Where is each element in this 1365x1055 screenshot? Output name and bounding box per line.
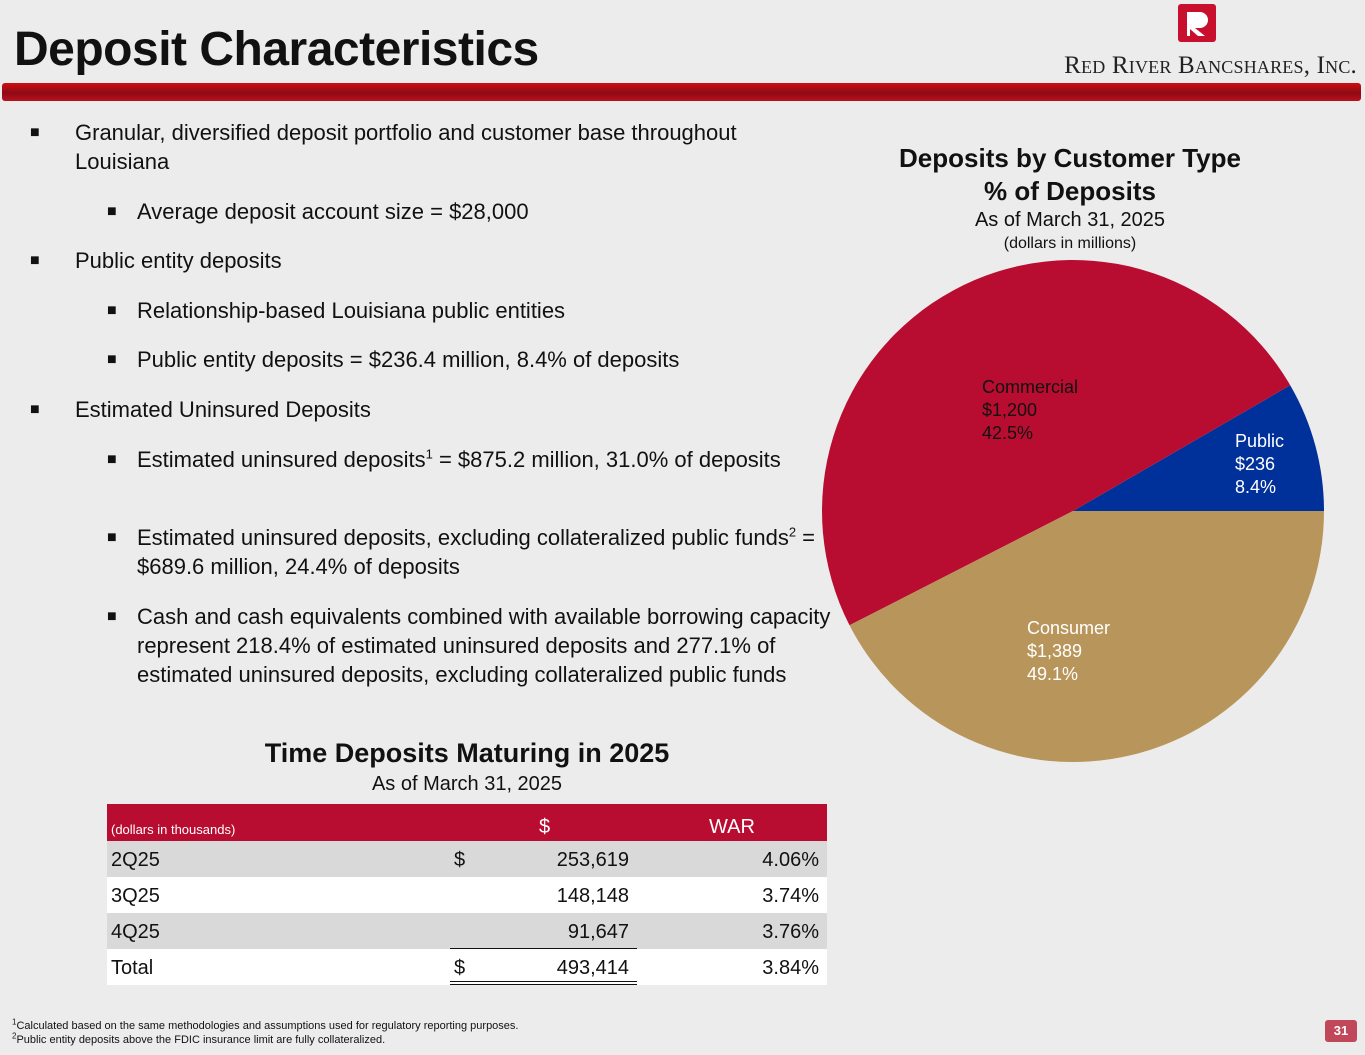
bullet-square-icon: ■ <box>107 203 117 220</box>
header-units: (dollars in thousands) <box>111 822 236 837</box>
company-name: Red River Bancshares, Inc. <box>1064 52 1357 79</box>
pie-label-commercial: Commercial $1,200 42.5% <box>982 377 1079 443</box>
bullet-square-icon: ■ <box>107 302 117 319</box>
bullet-square-icon: ■ <box>107 529 117 546</box>
header-war: WAR <box>709 816 755 838</box>
pie-label-public: Public $236 8.4% <box>1235 431 1285 497</box>
chart-title: Deposits by Customer Type <box>899 143 1241 173</box>
table-row: 2Q25 $ 253,619 4.06% <box>107 841 827 877</box>
table-row-total: Total $ 493,414 3.84% <box>107 949 827 985</box>
header-divider-bar <box>2 83 1361 101</box>
chart-date: As of March 31, 2025 <box>974 209 1166 231</box>
pie-slice-public <box>1073 385 1324 511</box>
table-subtitle: As of March 31, 2025 <box>371 773 563 795</box>
bullet-square-icon: ■ <box>30 401 40 418</box>
header-dollar: $ <box>539 816 551 838</box>
time-deposits-table: (dollars in thousands) $ WAR 2Q25 $ 253,… <box>107 804 827 985</box>
table-header-row: (dollars in thousands) $ WAR <box>107 804 827 841</box>
total-double-underline <box>450 981 637 982</box>
bullet-square-icon: ■ <box>107 608 117 625</box>
footnote-2: 2Public entity deposits above the FDIC i… <box>12 1031 386 1046</box>
footnotes: 1Calculated based on the same methodolog… <box>12 1017 519 1047</box>
total-double-underline <box>450 984 637 985</box>
company-logo-icon <box>1178 4 1216 42</box>
page-number: 31 <box>1325 1020 1357 1042</box>
chart-units: (dollars in millions) <box>1003 235 1137 252</box>
subtotal-underline <box>450 948 637 949</box>
table-title: Time Deposits Maturing in 2025 <box>264 738 670 768</box>
table-row: 4Q25 91,647 3.76% <box>107 913 827 949</box>
page-title: Deposit Characteristics <box>14 23 539 76</box>
table-row: 3Q25 148,148 3.74% <box>107 877 827 913</box>
footnote-1: 1Calculated based on the same methodolog… <box>12 1017 519 1032</box>
bullet-square-icon: ■ <box>107 351 117 368</box>
bullet-square-icon: ■ <box>30 252 40 269</box>
pie-label-consumer: Consumer $1,389 49.1% <box>1027 618 1111 684</box>
bullet-square-icon: ■ <box>107 451 117 468</box>
bullet-square-icon: ■ <box>30 124 40 141</box>
chart-subtitle: % of Deposits <box>984 176 1156 206</box>
